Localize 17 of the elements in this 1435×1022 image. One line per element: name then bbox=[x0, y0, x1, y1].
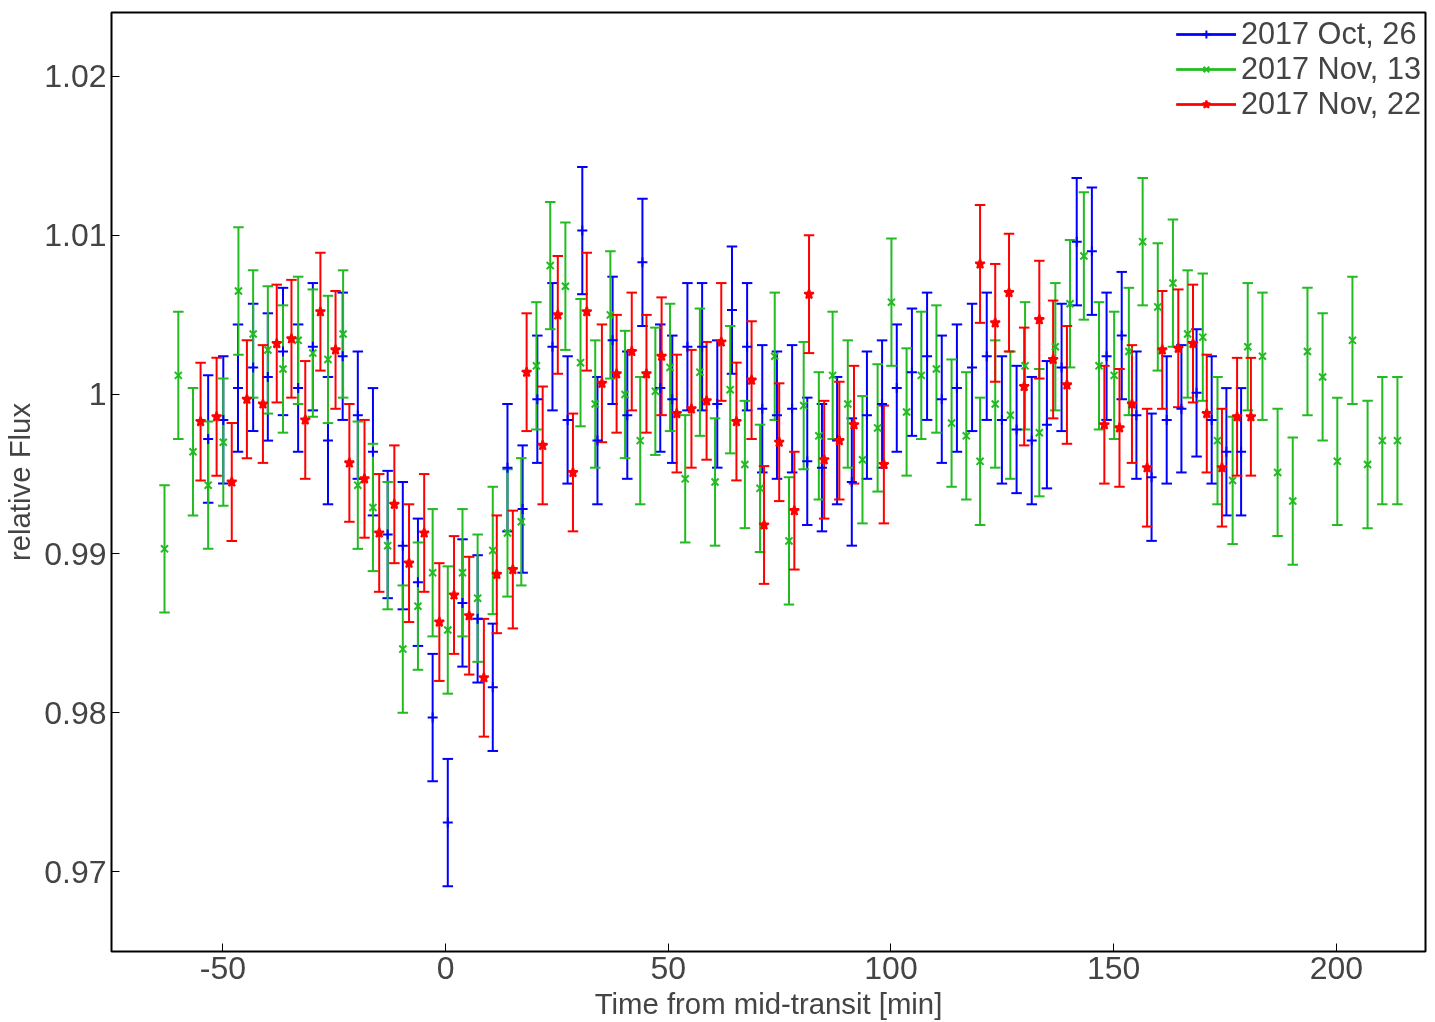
y-tick-label: 1 bbox=[88, 376, 107, 413]
legend-label: 2017 Nov, 13 bbox=[1240, 51, 1421, 86]
x-tick-label: -50 bbox=[199, 949, 246, 986]
x-tick-label: 200 bbox=[1309, 949, 1364, 986]
legend-label: 2017 Nov, 22 bbox=[1240, 86, 1421, 121]
x-tick-label: 50 bbox=[650, 949, 687, 986]
x-axis-title: Time from mid-transit [min] bbox=[594, 986, 943, 1020]
y-tick-label: 0.97 bbox=[44, 853, 107, 890]
y-tick-label: 0.98 bbox=[44, 694, 107, 731]
y-tick-label: 1.02 bbox=[44, 58, 107, 95]
x-tick-label: 150 bbox=[1087, 949, 1141, 986]
y-tick-label: 0.99 bbox=[44, 535, 107, 572]
y-tick-label: 1.01 bbox=[44, 217, 107, 254]
y-axis-title: relative Flux bbox=[3, 402, 37, 562]
x-tick-label: 100 bbox=[864, 949, 918, 986]
x-tick-label: 0 bbox=[436, 949, 455, 986]
legend-label: 2017 Oct, 26 bbox=[1240, 16, 1417, 51]
